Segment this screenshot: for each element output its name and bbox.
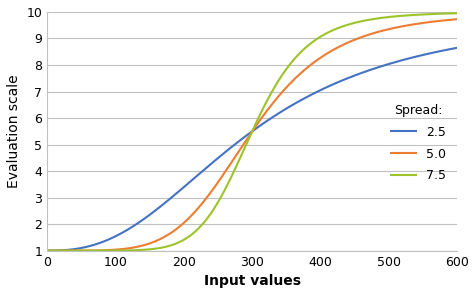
7.5: [44, 249, 50, 253]
5.0: [244, 138, 249, 141]
5.0: [44, 249, 50, 253]
Line: 7.5: 7.5: [47, 13, 457, 251]
5.0: [442, 19, 448, 22]
Line: 5.0: 5.0: [47, 19, 457, 251]
7.5: [454, 12, 460, 15]
5.0: [442, 19, 448, 22]
Legend: 2.5, 5.0, 7.5: 2.5, 5.0, 7.5: [386, 99, 451, 187]
5.0: [367, 32, 373, 36]
7.5: [244, 142, 249, 145]
2.5: [442, 48, 448, 52]
Line: 2.5: 2.5: [47, 48, 457, 251]
X-axis label: Input values: Input values: [204, 274, 301, 288]
2.5: [65, 248, 71, 252]
2.5: [233, 142, 238, 145]
7.5: [233, 166, 238, 169]
2.5: [442, 48, 448, 52]
2.5: [454, 46, 460, 50]
7.5: [65, 249, 71, 253]
5.0: [233, 154, 238, 158]
7.5: [442, 12, 448, 15]
7.5: [367, 18, 373, 21]
2.5: [44, 249, 50, 253]
5.0: [454, 17, 460, 21]
Y-axis label: Evaluation scale: Evaluation scale: [7, 74, 21, 188]
7.5: [442, 12, 448, 15]
2.5: [244, 134, 249, 137]
5.0: [65, 249, 71, 253]
2.5: [367, 68, 373, 72]
